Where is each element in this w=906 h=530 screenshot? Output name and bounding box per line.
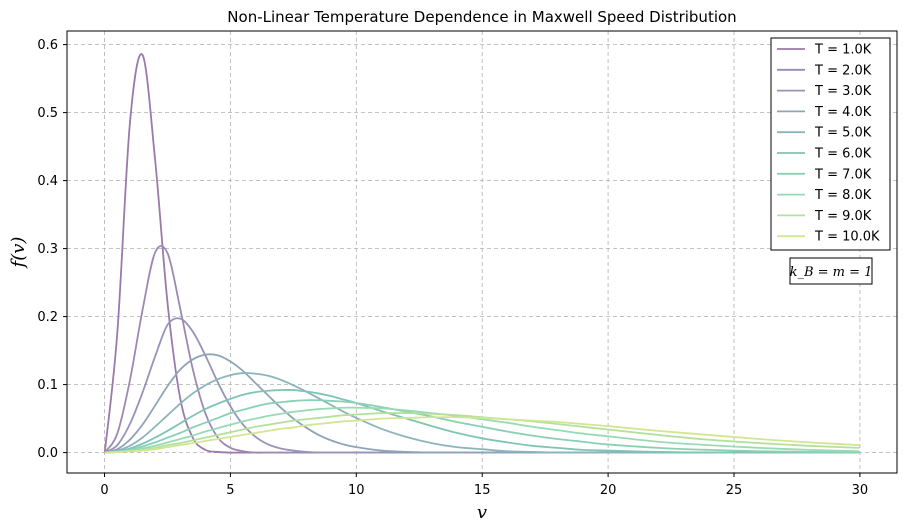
- series-line-1: [103, 53, 860, 454]
- legend-label-8: T = 8.0K: [814, 188, 872, 203]
- legend-label-2: T = 2.0K: [814, 63, 872, 78]
- x-tick-label: 25: [726, 483, 743, 498]
- legend-label-10: T = 10.0K: [814, 230, 880, 245]
- series-lines: [103, 53, 860, 454]
- legend-label-1: T = 1.0K: [814, 43, 872, 58]
- x-tick-label: 10: [348, 483, 365, 498]
- series-line-8: [104, 406, 860, 454]
- y-tick-label: 0.2: [37, 310, 58, 325]
- annotation-text: k_B = m = 1: [790, 265, 873, 280]
- x-tick-label: 0: [100, 483, 108, 498]
- y-tick-label: 0.0: [37, 446, 58, 461]
- y-tick-label: 0.4: [37, 174, 58, 189]
- annotation-frame: [789, 257, 873, 285]
- x-axis: 0 5 10 15 20 25 30: [100, 473, 868, 498]
- y-axis: 0.0 0.1 0.2 0.3 0.4 0.5 0.6: [37, 38, 67, 461]
- y-tick-label: 0.6: [37, 38, 58, 53]
- x-axis-label: v: [477, 502, 487, 523]
- legend-label-3: T = 3.0K: [814, 84, 872, 99]
- legend: T = 1.0K T = 2.0K T = 3.0K T = 4.0K T = 5.0K…: [770, 37, 891, 251]
- x-tick-label: 30: [852, 483, 869, 498]
- y-tick-label: 0.5: [37, 106, 58, 121]
- y-axis-label: f(v): [8, 237, 29, 270]
- legend-label-9: T = 9.0K: [814, 209, 872, 224]
- legend-entries: T = 1.0K T = 2.0K T = 3.0K T = 4.0K T = 5.0K…: [777, 43, 880, 245]
- series-line-6: [104, 389, 860, 454]
- x-tick-label: 20: [600, 483, 617, 498]
- legend-label-6: T = 6.0K: [814, 147, 872, 162]
- annotation-box: k_B = m = 1: [789, 257, 873, 285]
- legend-label-7: T = 7.0K: [814, 167, 872, 182]
- legend-label-5: T = 5.0K: [814, 126, 872, 141]
- x-tick-label: 15: [474, 483, 491, 498]
- legend-label-4: T = 4.0K: [814, 105, 872, 120]
- y-tick-label: 0.3: [37, 242, 58, 257]
- chart-title: Non-Linear Temperature Dependence in Max…: [227, 8, 736, 26]
- y-tick-label: 0.1: [37, 378, 58, 393]
- x-tick-label: 5: [226, 483, 234, 498]
- series-line-5: [104, 372, 860, 454]
- series-line-9: [104, 412, 860, 454]
- series-line-10: [104, 416, 860, 454]
- series-line-7: [104, 399, 860, 454]
